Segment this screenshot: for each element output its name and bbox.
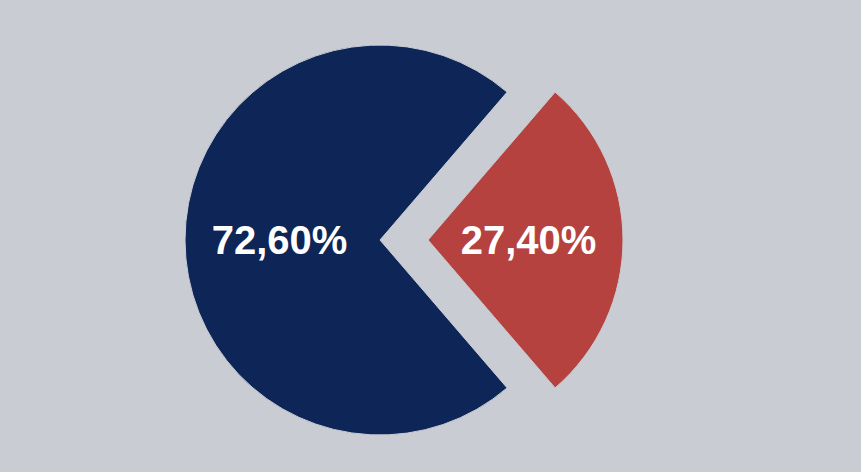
svg-text:27,40%: 27,40% bbox=[461, 218, 597, 262]
svg-text:72,60%: 72,60% bbox=[212, 218, 348, 262]
